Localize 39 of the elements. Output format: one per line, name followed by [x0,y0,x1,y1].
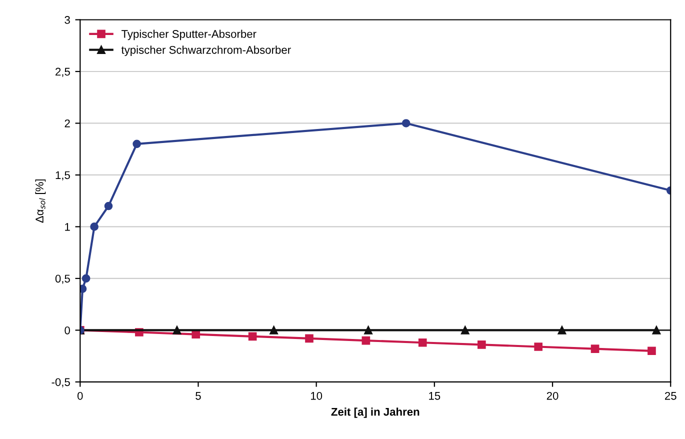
legend-label: Typischer Sputter-Absorber [122,30,256,40]
point [80,284,87,293]
point [192,330,200,338]
x-tick-label: 5 [196,392,201,400]
point [418,338,427,347]
x-tick-label: 20 [546,392,558,400]
x-tick-label: 15 [429,392,440,400]
y-axis-title: Δα$_{sol}$ [%] [35,179,46,223]
point [648,346,656,356]
point [590,344,600,353]
x-axis-title: Zeit [a] in Jahren [331,408,420,418]
point [460,326,470,334]
y-tick-label: 3 [64,16,70,24]
y-tick-label: 2 [64,120,70,128]
point [364,326,372,334]
point [90,222,98,231]
point [558,326,566,334]
y-tick-label: 2,5 [56,68,70,77]
point [362,336,370,345]
point [82,274,90,283]
point [172,326,182,334]
y-tick-label: 0,5 [55,274,70,284]
y-tick-label: 1,5 [56,171,70,180]
point [132,140,141,148]
point [104,202,113,210]
point [478,340,486,349]
legend-label: typischer Schwarzchrom-Absorber [121,46,291,56]
point [270,326,278,334]
point [402,119,410,128]
y-tick-label: -0,5 [52,378,70,388]
x-tick-label: 25 [664,392,676,400]
x-tick-label: 10 [311,392,322,400]
point [248,332,257,341]
y-tick-label: 1 [65,223,70,231]
y-tick-label: 0 [64,326,70,334]
x-tick-label: 0 [77,392,83,400]
point [652,326,661,334]
point [534,342,543,351]
point [305,334,314,343]
